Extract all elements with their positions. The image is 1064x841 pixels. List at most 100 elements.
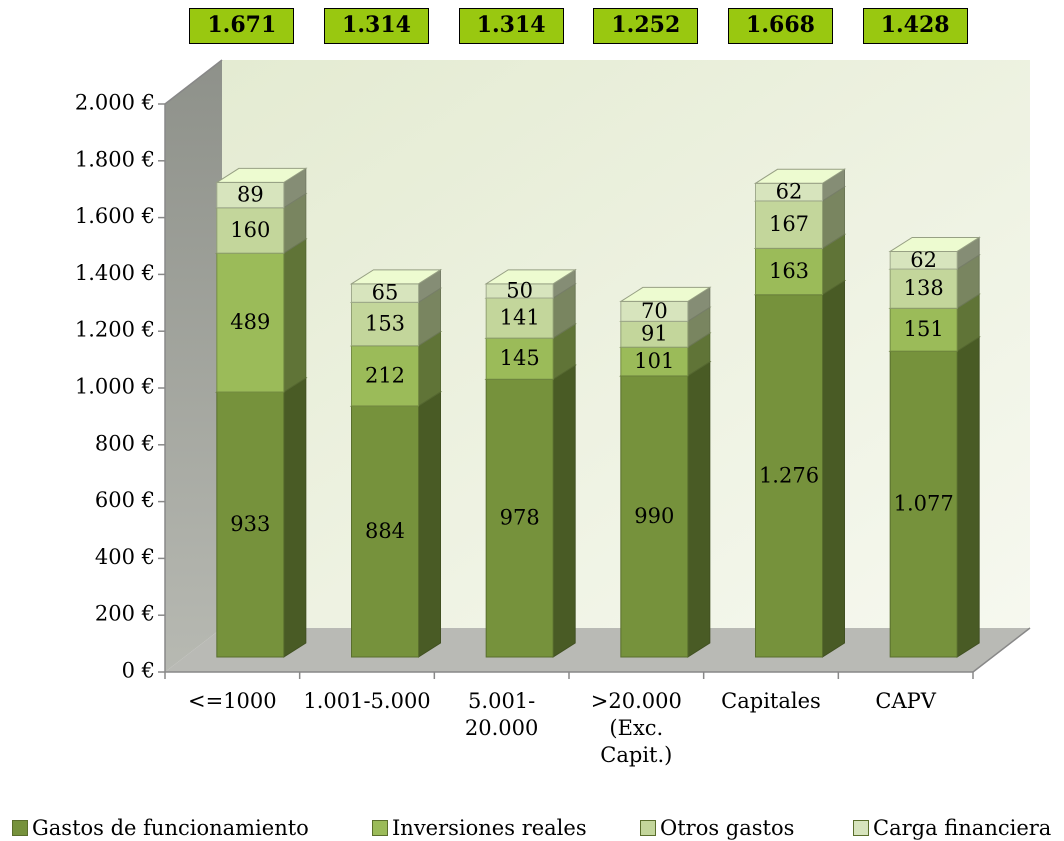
bar-side (552, 364, 576, 658)
bar-top (349, 269, 443, 285)
data-label: 65 (372, 281, 399, 305)
legend-label: Inversiones reales (392, 816, 587, 840)
bar-front (620, 375, 689, 658)
data-label: 212 (365, 363, 405, 387)
data-label: 50 (506, 278, 533, 302)
y-tick-label: 800 € (95, 431, 155, 455)
bar-front (351, 345, 419, 407)
data-label: 489 (230, 310, 270, 334)
x-tick-label: 5.001- 20.000 (464, 689, 539, 740)
bar-segment (619, 286, 712, 323)
y-tick-label: 400 € (95, 545, 155, 569)
x-tick-label: CAPV (875, 689, 936, 713)
legend-swatch (853, 820, 869, 836)
y-tick-label: 1.800 € (75, 147, 155, 171)
bar-front (485, 378, 554, 658)
bar-segment (484, 268, 577, 299)
total-label: 1.671 (189, 8, 295, 44)
bar-front (755, 200, 823, 249)
bar-top (753, 168, 847, 184)
bar-top (888, 236, 981, 252)
y-tick-label: 1.000 € (75, 375, 155, 399)
total-label: 1.252 (593, 8, 699, 44)
bar-front (889, 307, 958, 352)
bar-side (956, 336, 980, 658)
data-label: 145 (500, 346, 540, 370)
side-wall (165, 60, 222, 672)
bar-front (620, 320, 689, 348)
y-tick-label: 1.600 € (75, 204, 155, 228)
bar-top (215, 167, 308, 183)
y-tick-label: 1.400 € (75, 261, 155, 285)
bar-front (351, 405, 419, 658)
bar-segment (215, 167, 308, 209)
legend-item: Gastos de funcionamiento (12, 815, 309, 841)
data-label: 62 (776, 180, 803, 204)
bar-segment (753, 233, 847, 296)
bar-side (283, 238, 307, 393)
bar-front (755, 247, 823, 296)
x-tick-label: Capitales (721, 689, 821, 713)
total-label: 1.314 (458, 8, 564, 44)
bar-side (283, 377, 307, 658)
data-label: 153 (365, 312, 405, 336)
bar-side (822, 279, 845, 658)
bar-front (889, 268, 958, 309)
data-label: 151 (904, 317, 944, 341)
bar-segment (349, 268, 443, 304)
x-tick-label: >20.000 (Exc. Capit.) (590, 689, 682, 767)
legend-item: Carga financiera (853, 815, 1051, 841)
floor-edge (972, 627, 1031, 673)
data-label: 101 (634, 349, 674, 373)
bar-segment (888, 236, 981, 270)
legend-swatch (372, 820, 388, 836)
legend-label: Otros gastos (660, 816, 795, 840)
bar-front (216, 391, 285, 658)
y-tick-label: 1.200 € (75, 318, 155, 342)
data-label: 62 (910, 248, 937, 272)
bar-front (755, 294, 823, 658)
legend-swatch (640, 820, 656, 836)
data-label: 91 (641, 322, 668, 346)
legend-item: Otros gastos (640, 815, 794, 841)
data-label: 1.077 (894, 492, 954, 516)
bar-front (485, 337, 554, 380)
total-label: 1.428 (862, 8, 968, 44)
bar-top (619, 286, 712, 302)
bar-top (484, 269, 577, 285)
bar-front (216, 252, 285, 393)
data-label: 163 (769, 259, 809, 283)
data-label: 70 (641, 299, 668, 323)
y-tick-label: 200 € (95, 602, 155, 626)
bar-side (418, 391, 441, 658)
y-tick-label: 600 € (95, 488, 155, 512)
bar-segment (484, 364, 577, 658)
data-label: 89 (237, 183, 264, 207)
data-label: 884 (365, 519, 405, 543)
data-label: 141 (500, 306, 540, 330)
y-tick-label: 2.000 € (75, 91, 155, 115)
bar-front (889, 350, 958, 658)
bar-front (216, 181, 285, 209)
x-tick-label: 1.001-5.000 (303, 689, 431, 713)
bar-segment (215, 377, 308, 658)
x-tick-label: <=1000 (188, 689, 277, 713)
legend-swatch (12, 820, 28, 836)
legend-label: Carga financiera (873, 816, 1052, 840)
bar-front (485, 297, 554, 339)
bar-front (216, 207, 285, 254)
bar-front (620, 346, 689, 377)
data-label: 1.276 (759, 463, 819, 487)
data-label: 138 (904, 276, 944, 300)
data-label: 990 (634, 504, 674, 528)
legend-item: Inversiones reales (372, 815, 587, 841)
data-label: 167 (769, 212, 809, 236)
bar-side (687, 360, 711, 658)
bar-segment (753, 168, 847, 202)
total-label: 1.668 (728, 8, 833, 44)
data-label: 933 (230, 512, 270, 536)
y-tick-label: 0 € (122, 659, 155, 683)
wall-edge (164, 59, 223, 105)
